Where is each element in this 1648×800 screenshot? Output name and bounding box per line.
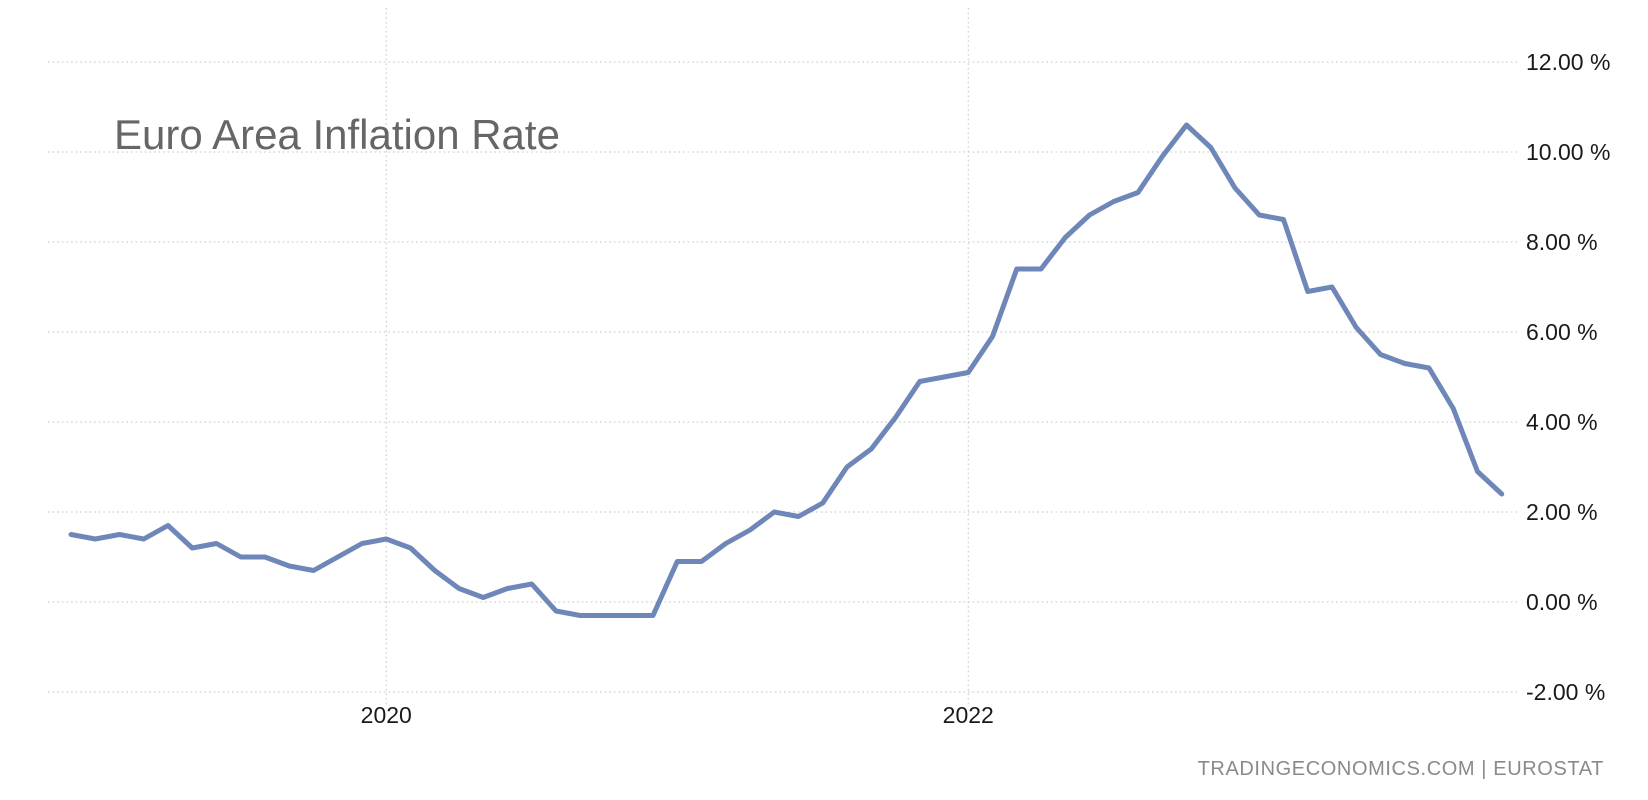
y-tick-label: 2.00 % — [1526, 499, 1598, 525]
chart-title: Euro Area Inflation Rate — [114, 111, 560, 158]
y-tick-label: 4.00 % — [1526, 409, 1598, 435]
chart-attribution: TRADINGECONOMICS.COM | EUROSTAT — [1197, 758, 1604, 780]
x-tick-label: 2020 — [361, 702, 412, 728]
y-tick-label: 12.00 % — [1526, 49, 1610, 75]
y-tick-label: 8.00 % — [1526, 229, 1598, 255]
y-tick-label: 10.00 % — [1526, 139, 1610, 165]
x-tick-label: 2022 — [943, 702, 994, 728]
y-tick-label: 6.00 % — [1526, 319, 1598, 345]
inflation-line-series — [68, 122, 1505, 618]
y-tick-label: -2.00 % — [1526, 679, 1605, 705]
y-tick-label: 0.00 % — [1526, 589, 1598, 615]
